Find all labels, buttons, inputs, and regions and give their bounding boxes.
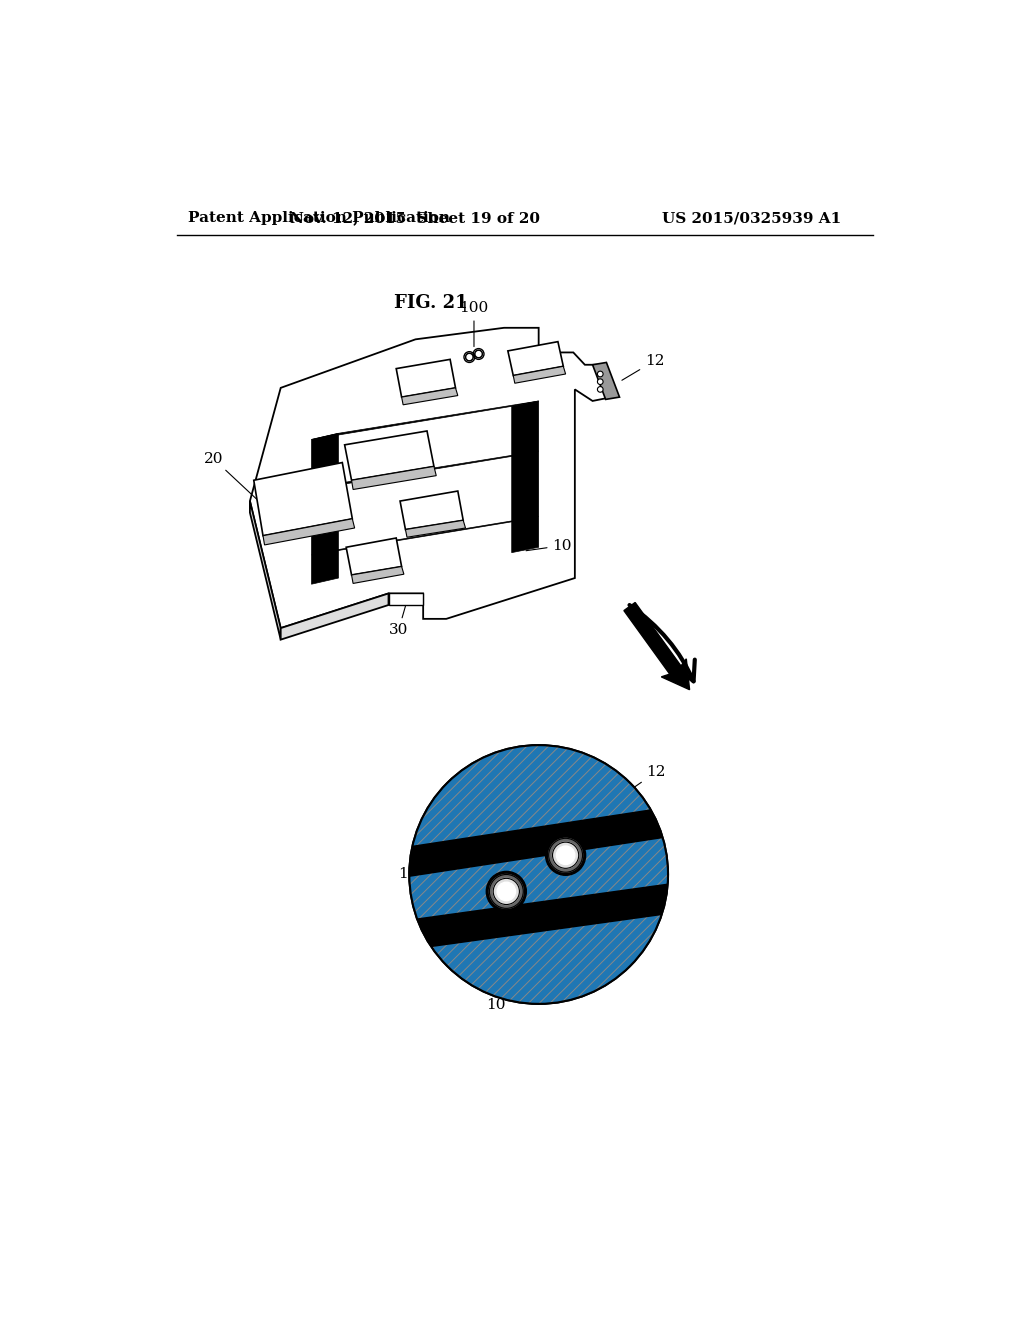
Text: 100: 100 [460,301,488,347]
Circle shape [598,371,603,376]
Circle shape [598,379,603,384]
Text: 100: 100 [397,867,480,895]
Circle shape [549,838,583,873]
Text: 12: 12 [622,354,665,380]
Circle shape [553,842,579,869]
Polygon shape [593,363,620,400]
Circle shape [486,871,526,911]
Polygon shape [513,367,565,383]
Polygon shape [281,594,388,640]
Text: FIG. 21: FIG. 21 [394,294,468,312]
Text: 30: 30 [389,606,409,638]
Polygon shape [311,433,339,585]
Polygon shape [351,466,436,490]
Circle shape [599,372,602,375]
Polygon shape [250,327,611,628]
Text: Nov. 12, 2015  Sheet 19 of 20: Nov. 12, 2015 Sheet 19 of 20 [291,211,541,226]
Polygon shape [311,451,539,490]
Circle shape [475,350,482,358]
Polygon shape [263,519,354,545]
Polygon shape [401,388,458,405]
Polygon shape [388,594,423,605]
Polygon shape [351,566,403,583]
Polygon shape [396,359,456,397]
Circle shape [410,744,668,1003]
Circle shape [467,355,472,359]
Text: Patent Application Publication: Patent Application Publication [188,211,451,226]
Polygon shape [345,430,434,480]
Circle shape [489,875,523,908]
Circle shape [599,380,602,383]
Circle shape [556,846,574,865]
Text: 10: 10 [486,975,544,1012]
Polygon shape [311,401,539,440]
Polygon shape [254,462,352,536]
Polygon shape [311,516,539,554]
Polygon shape [508,342,563,376]
Text: 10: 10 [526,539,572,553]
Circle shape [476,351,481,356]
Circle shape [599,388,602,391]
Polygon shape [400,805,677,878]
Polygon shape [400,882,677,952]
Polygon shape [250,502,281,640]
Circle shape [494,878,519,904]
Circle shape [598,387,603,392]
Polygon shape [400,491,463,529]
FancyArrow shape [624,602,689,689]
Text: 12: 12 [622,766,666,796]
Polygon shape [346,539,401,576]
Text: 20: 20 [204,451,263,506]
Polygon shape [406,520,466,537]
Circle shape [466,354,473,360]
Circle shape [497,882,515,900]
Text: US 2015/0325939 A1: US 2015/0325939 A1 [662,211,841,226]
Polygon shape [512,401,539,553]
Circle shape [410,744,668,1003]
Circle shape [546,836,586,875]
